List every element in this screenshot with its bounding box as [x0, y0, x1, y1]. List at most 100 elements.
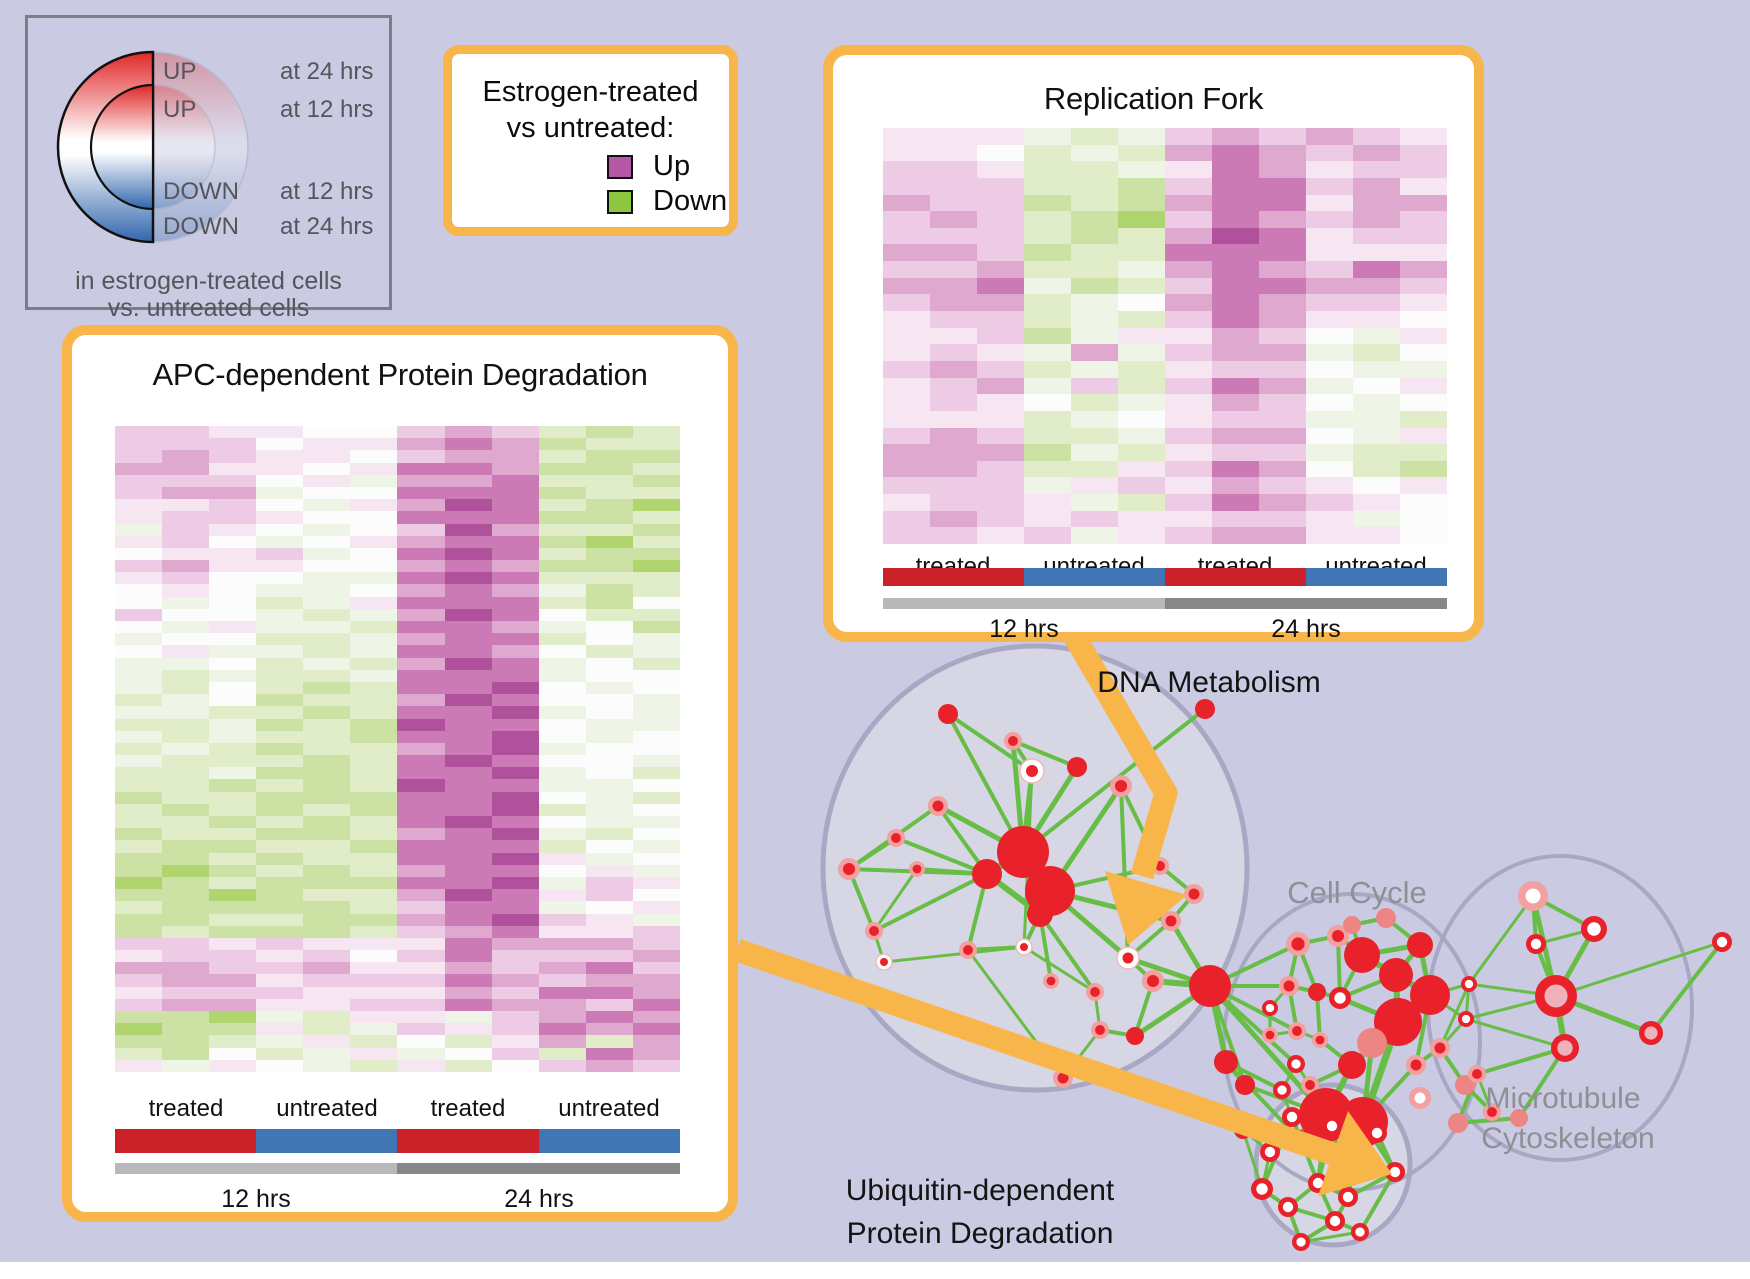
- heatmap-cell: [303, 962, 351, 975]
- heatmap-cell: [632, 742, 680, 756]
- heatmap-cell: [444, 901, 492, 914]
- heatmap-cell: [1212, 311, 1259, 328]
- key-title-line1: Estrogen-treated: [482, 76, 699, 108]
- heatmap-cell: [303, 1023, 351, 1036]
- rf-treated24-bar: [1165, 568, 1306, 586]
- heatmap-cell: [444, 791, 492, 804]
- heatmap-cell: [491, 572, 539, 585]
- heatmap-cell: [491, 621, 539, 634]
- legend-footer-line2: vs. untreated cells: [107, 294, 310, 322]
- heatmap-cell: [1118, 360, 1165, 378]
- heatmap-cell: [444, 572, 492, 585]
- heatmap-cell: [1400, 494, 1447, 511]
- heatmap-cell: [538, 974, 586, 987]
- heatmap-cell: [444, 962, 492, 975]
- heatmap-cell: [538, 998, 586, 1012]
- network-node-pring: [963, 945, 973, 955]
- heatmap-cell: [209, 572, 257, 585]
- heatmap-cell: [1400, 410, 1447, 428]
- heatmap-cell: [209, 426, 257, 439]
- rf-heatmap-grid: [883, 128, 1447, 544]
- heatmap-cell: [491, 852, 539, 865]
- heatmap-cell: [1118, 244, 1165, 262]
- heatmap-cell: [1212, 344, 1259, 361]
- heatmap-cell: [491, 669, 539, 682]
- heatmap-cell: [350, 876, 398, 890]
- down-color-swatch: [607, 190, 633, 214]
- heatmap-cell: [1165, 128, 1212, 145]
- heatmap-cell: [883, 244, 930, 262]
- heatmap-cell: [115, 645, 163, 658]
- heatmap-cell: [303, 681, 351, 695]
- network-node-solid: [1379, 958, 1413, 992]
- heatmap-cell: [444, 584, 492, 597]
- heatmap-cell: [1306, 294, 1353, 312]
- heatmap-cell: [350, 901, 398, 914]
- heatmap-cell: [632, 828, 680, 841]
- network-node-pring: [1114, 779, 1128, 793]
- heatmap-cell: [883, 510, 930, 528]
- heatmap-cell: [1071, 327, 1118, 345]
- heatmap-cell: [209, 950, 257, 963]
- heatmap-cell: [397, 547, 445, 561]
- heatmap-cell: [585, 840, 633, 853]
- heatmap-cell: [632, 974, 680, 987]
- heatmap-cell: [1259, 244, 1306, 262]
- heatmap-cell: [209, 913, 257, 926]
- heatmap-cell: [1024, 128, 1071, 145]
- heatmap-cell: [632, 767, 680, 780]
- heatmap-cell: [632, 426, 680, 439]
- heatmap-cell: [115, 974, 163, 987]
- heatmap-cell: [1400, 277, 1447, 295]
- heatmap-cell: [585, 1023, 633, 1036]
- heatmap-cell: [209, 1011, 257, 1024]
- heatmap-cell: [491, 889, 539, 902]
- heatmap-cell: [1259, 477, 1306, 495]
- heatmap-cell: [162, 657, 210, 670]
- heatmap-cell: [491, 718, 539, 731]
- heatmap-cell: [303, 474, 351, 487]
- heatmap-cell: [1353, 360, 1400, 378]
- heatmap-cell: [256, 584, 304, 597]
- heatmap-cell: [209, 901, 257, 914]
- legend-down-24-dir: DOWN: [163, 213, 239, 240]
- heatmap-cell: [1400, 144, 1447, 162]
- heatmap-cell: [162, 572, 210, 585]
- network-node-pring: [1305, 1080, 1315, 1090]
- heatmap-cell: [632, 913, 680, 926]
- heatmap-cell: [632, 889, 680, 902]
- heatmap-cell: [444, 950, 492, 963]
- heatmap-cell: [444, 864, 492, 877]
- heatmap-cell: [162, 438, 210, 451]
- heatmap-cell: [491, 450, 539, 463]
- heatmap-cell: [115, 755, 163, 768]
- heatmap-cell: [632, 803, 680, 817]
- heatmap-cell: [632, 791, 680, 804]
- heatmap-cell: [162, 742, 210, 756]
- heatmap-cell: [162, 876, 210, 890]
- heatmap-cell: [115, 779, 163, 792]
- heatmap-cell: [1118, 128, 1165, 145]
- network-node-pring: [1095, 1025, 1105, 1035]
- heatmap-cell: [303, 937, 351, 951]
- heatmap-cell: [397, 1035, 445, 1048]
- heatmap-cell: [397, 1023, 445, 1036]
- network-edge: [1649, 940, 1724, 1035]
- heatmap-cell: [585, 1059, 633, 1072]
- orange-connector-arrows: [733, 592, 1392, 1196]
- heatmap-cell: [444, 1011, 492, 1024]
- network-node-donut: [1334, 992, 1346, 1004]
- heatmap-cell: [491, 511, 539, 524]
- heatmap-cell: [930, 327, 977, 345]
- heatmap-cell: [303, 840, 351, 853]
- heatmap-cell: [1259, 161, 1306, 178]
- heatmap-cell: [1212, 444, 1259, 461]
- heatmap-cell: [397, 474, 445, 487]
- heatmap-cell: [397, 523, 445, 536]
- heatmap-cell: [303, 608, 351, 622]
- heatmap-cell: [538, 633, 586, 646]
- heatmap-cell: [538, 950, 586, 963]
- heatmap-cell: [491, 560, 539, 573]
- heatmap-cell: [930, 494, 977, 511]
- heatmap-cell: [444, 523, 492, 536]
